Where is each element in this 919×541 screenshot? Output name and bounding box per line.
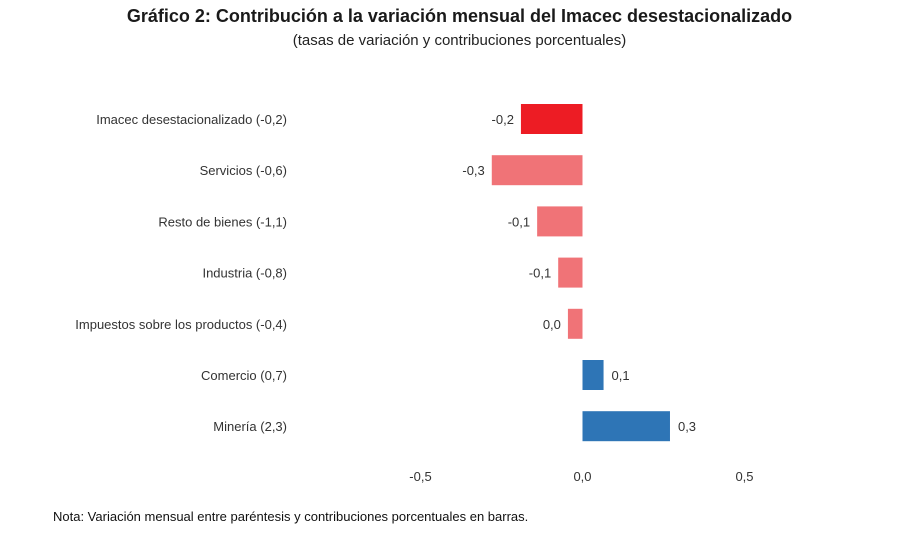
bar	[558, 257, 583, 288]
bar	[567, 308, 583, 339]
data-label: 0,3	[678, 419, 696, 434]
category-label: Imacec desestacionalizado (-0,2)	[96, 112, 287, 127]
data-label: -0,3	[462, 163, 484, 178]
x-tick-label: 0,5	[735, 469, 753, 484]
data-label: 0,0	[543, 317, 561, 332]
category-label: Minería (2,3)	[213, 419, 287, 434]
data-label: -0,1	[508, 214, 530, 229]
x-tick-label: -0,5	[409, 469, 431, 484]
chart-title: Gráfico 2: Contribución a la variación m…	[126, 6, 793, 26]
category-label: Comercio (0,7)	[201, 368, 287, 383]
bar	[537, 206, 583, 237]
data-label: -0,1	[529, 266, 551, 281]
category-label: Impuestos sobre los productos (-0,4)	[75, 317, 287, 332]
bar	[520, 104, 583, 134]
category-label: Resto de bienes (-1,1)	[158, 214, 287, 229]
data-label: -0,2	[492, 112, 514, 127]
data-label: 0,1	[612, 368, 630, 383]
chart-subtitle: (tasas de variación y contribuciones por…	[292, 32, 627, 49]
category-label: Servicios (-0,6)	[200, 163, 287, 178]
category-label: Industria (-0,8)	[202, 266, 287, 281]
x-tick-label: 0,0	[573, 469, 591, 484]
bar	[582, 411, 670, 442]
chart-note: Nota: Variación mensual entre paréntesis…	[53, 509, 529, 524]
bar	[491, 155, 583, 186]
bar	[582, 360, 604, 390]
